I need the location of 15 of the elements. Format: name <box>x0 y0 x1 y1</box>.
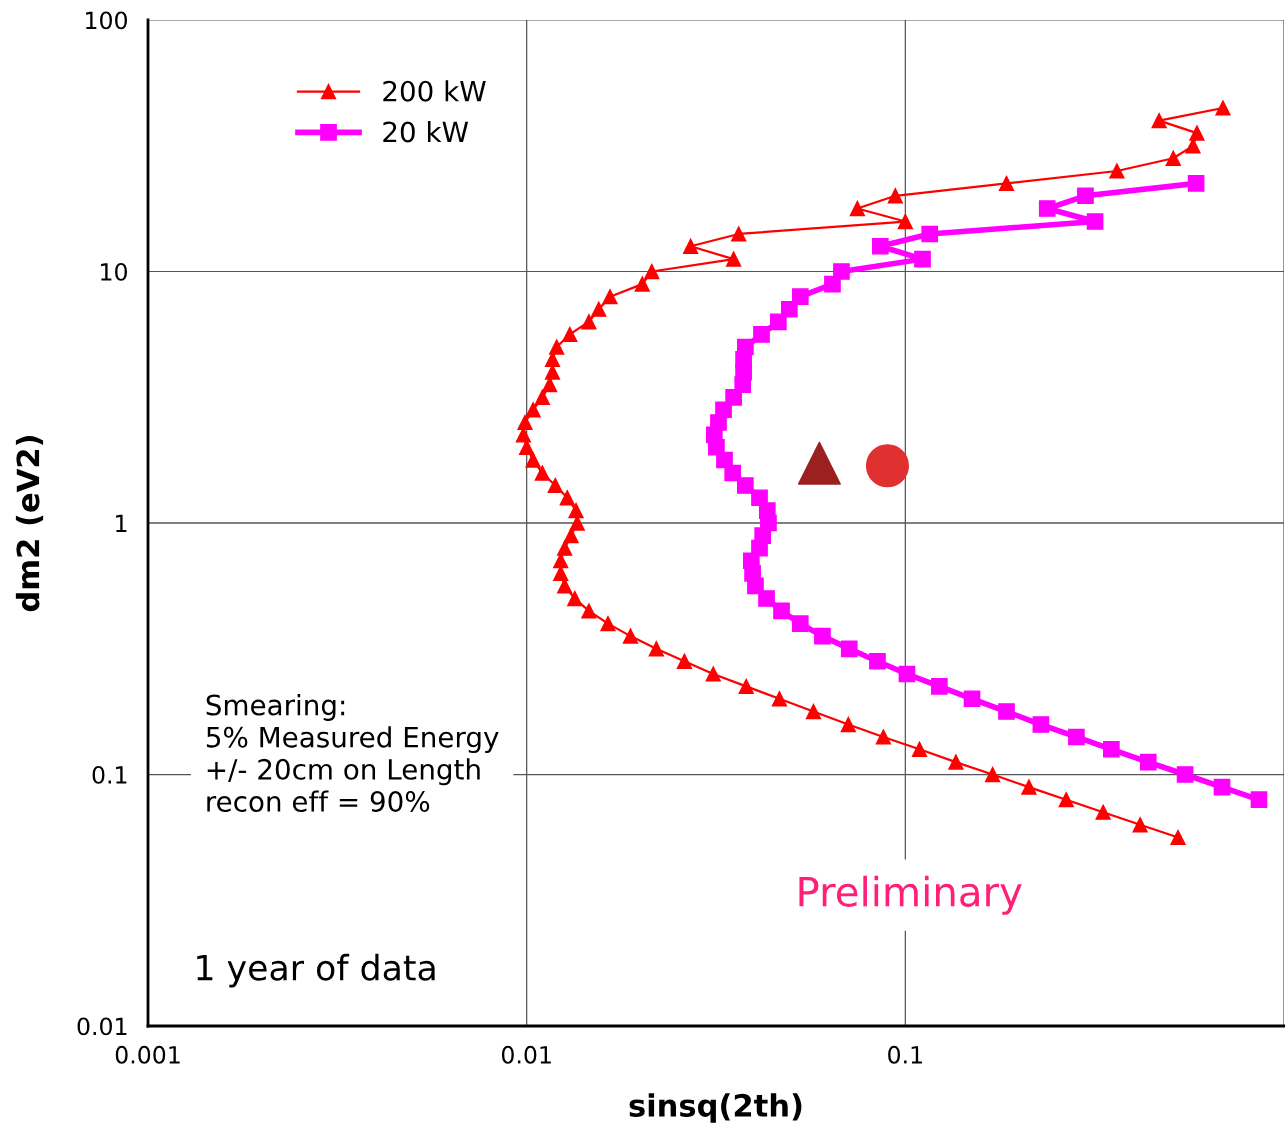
annotation: 1 year of data <box>197 953 435 988</box>
x-axis-title: sinsq(2th) <box>629 1093 802 1123</box>
x-tick-label: 0.001 <box>115 1045 180 1064</box>
legend-label: 200 kW <box>383 80 486 102</box>
x-tick-label: 0.01 <box>501 1045 551 1064</box>
y-axis-title: dm2 (eV2) <box>15 436 44 612</box>
legend-label: 20 kW <box>383 120 469 143</box>
y-tick-label: 100 <box>86 11 127 30</box>
annotation: Preliminary <box>799 875 1022 915</box>
annotation: Smearing: 5% Measured Energy +/- 20cm on Length recon eff = 90% <box>206 694 499 812</box>
y-tick-label: 1 <box>116 514 127 532</box>
x-tick-label: 0.1 <box>888 1045 922 1064</box>
y-tick-label: 0.01 <box>77 1017 127 1036</box>
y-tick-label: 10 <box>101 262 127 281</box>
y-tick-label: 0.1 <box>92 765 127 784</box>
